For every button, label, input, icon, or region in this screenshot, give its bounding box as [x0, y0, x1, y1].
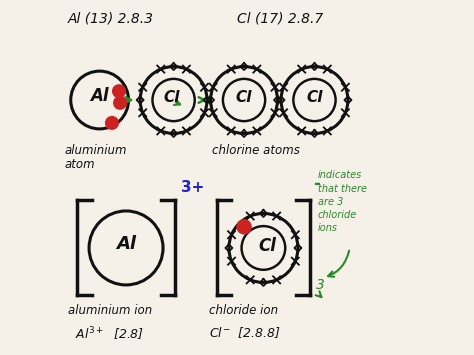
- Text: atom: atom: [64, 158, 95, 171]
- Circle shape: [114, 97, 127, 109]
- Text: Al: Al: [116, 235, 136, 253]
- Circle shape: [237, 220, 251, 234]
- Circle shape: [113, 85, 125, 98]
- Text: chlorine atoms: chlorine atoms: [212, 144, 300, 157]
- Text: Cl: Cl: [236, 90, 252, 105]
- Text: 3: 3: [316, 278, 324, 292]
- Text: aluminium ion: aluminium ion: [68, 304, 152, 317]
- Text: Al (13) 2.8.3: Al (13) 2.8.3: [68, 12, 154, 26]
- Text: Cl: Cl: [164, 90, 180, 105]
- Text: 3+: 3+: [181, 180, 204, 195]
- Text: Al: Al: [91, 87, 109, 105]
- Text: Cl: Cl: [306, 90, 323, 105]
- Text: indicates
that there
are 3
chloride
ions: indicates that there are 3 chloride ions: [318, 170, 367, 233]
- Circle shape: [106, 116, 118, 129]
- Text: -: -: [313, 175, 319, 193]
- Text: aluminium: aluminium: [64, 144, 127, 157]
- Text: $Al^{3+}$  [2.8]: $Al^{3+}$ [2.8]: [75, 326, 144, 343]
- Text: $Cl^{-}$  [2.8.8]: $Cl^{-}$ [2.8.8]: [209, 326, 280, 340]
- Text: Cl (17) 2.8.7: Cl (17) 2.8.7: [237, 12, 323, 26]
- Text: Cl: Cl: [258, 237, 276, 255]
- Text: chloride ion: chloride ion: [209, 304, 278, 317]
